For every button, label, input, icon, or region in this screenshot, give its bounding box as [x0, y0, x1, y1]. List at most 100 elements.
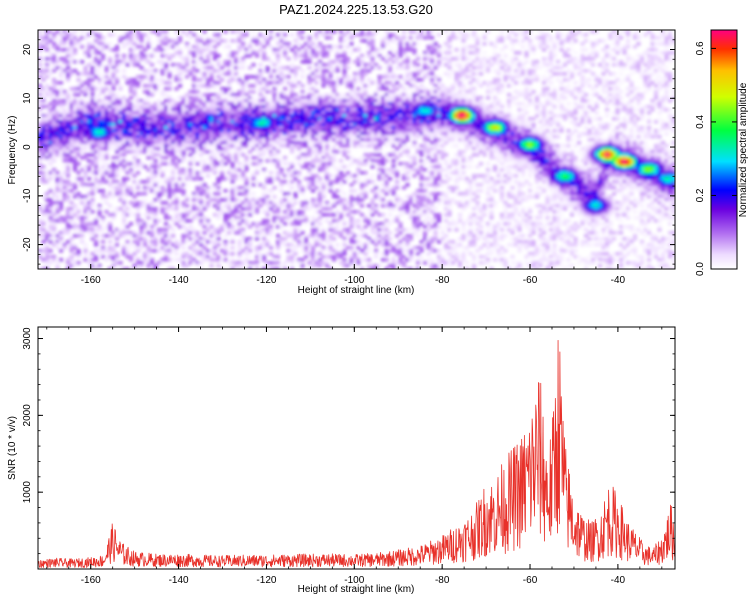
heatmap-cell	[150, 267, 155, 269]
heatmap-cell	[160, 117, 165, 121]
heatmap-cell	[188, 171, 193, 175]
heatmap-cell	[234, 105, 239, 109]
heatmap-cell	[367, 156, 372, 160]
heatmap-cell	[321, 207, 326, 211]
heatmap-cell	[251, 90, 256, 94]
heatmap-cell	[146, 141, 151, 145]
heatmap-cell	[258, 63, 263, 67]
heatmap-cell	[76, 117, 81, 121]
heatmap-cell	[262, 228, 267, 232]
heatmap-cell	[185, 219, 190, 223]
heatmap-cell	[384, 168, 389, 172]
heatmap-cell	[62, 57, 67, 61]
heatmap-cell	[188, 255, 193, 259]
heatmap-cell	[255, 42, 260, 46]
heatmap-cell	[335, 123, 340, 127]
heatmap-cell	[272, 204, 277, 208]
heatmap-cell	[178, 84, 183, 88]
heatmap-cell	[69, 51, 74, 55]
heatmap-cell	[143, 198, 148, 202]
heatmap-cell	[41, 39, 46, 43]
heatmap-cell	[251, 261, 256, 265]
heatmap-cell	[171, 147, 176, 151]
heatmap-cell	[38, 117, 43, 121]
heatmap-cell	[157, 192, 162, 196]
heatmap-cell	[293, 105, 298, 109]
heatmap-cell	[255, 267, 260, 269]
heatmap-cell	[325, 102, 330, 106]
heatmap-cell	[335, 222, 340, 226]
heatmap-cell	[76, 147, 81, 151]
heatmap-cell	[181, 150, 186, 154]
heatmap-cell	[269, 261, 274, 265]
heatmap-cell	[230, 75, 235, 79]
heatmap-cell	[171, 135, 176, 139]
heatmap-cell	[150, 210, 155, 214]
heatmap-cell	[129, 114, 134, 118]
heatmap-cell	[255, 102, 260, 106]
heatmap-cell	[402, 111, 407, 115]
heatmap-cell	[136, 150, 141, 154]
heatmap-cell	[314, 228, 319, 232]
heatmap-cell	[38, 84, 43, 88]
heatmap-cell	[118, 144, 123, 148]
heatmap-cell	[132, 63, 137, 67]
heatmap-cell	[69, 141, 74, 145]
heatmap-cell	[125, 123, 130, 127]
heatmap-cell	[192, 195, 197, 199]
heatmap-cell	[101, 45, 106, 49]
heatmap-cell	[398, 222, 403, 226]
heatmap-cell	[255, 51, 260, 55]
heatmap-cell	[206, 93, 211, 97]
heatmap-cell	[293, 144, 298, 148]
heatmap-cell	[97, 225, 102, 229]
heatmap-cell	[73, 90, 78, 94]
heatmap-cell	[52, 120, 57, 124]
heatmap-cell	[360, 30, 365, 34]
heatmap-cell	[69, 105, 74, 109]
heatmap-cell	[73, 222, 78, 226]
heatmap-cell	[370, 66, 375, 70]
heatmap-cell	[80, 126, 85, 130]
heatmap-cell	[311, 42, 316, 46]
heatmap-cell	[167, 234, 172, 238]
heatmap-cell	[195, 129, 200, 133]
heatmap-cell	[216, 180, 221, 184]
heatmap-cell	[223, 96, 228, 100]
heatmap-cell	[83, 135, 88, 139]
heatmap-cell	[94, 99, 99, 103]
heatmap-cell	[171, 111, 176, 115]
heatmap-cell	[311, 204, 316, 208]
heatmap-cell	[174, 45, 179, 49]
heatmap-cell	[97, 144, 102, 148]
heatmap-cell	[276, 117, 281, 121]
heatmap-cell	[41, 126, 46, 130]
heatmap-cell	[153, 90, 158, 94]
heatmap-cell	[381, 189, 386, 193]
heatmap-cell	[307, 267, 312, 269]
heatmap-cell	[286, 189, 291, 193]
heatmap-cell	[83, 222, 88, 226]
heatmap-cell	[220, 135, 225, 139]
heatmap-cell	[94, 249, 99, 253]
heatmap-cell	[146, 105, 151, 109]
heatmap-cell	[132, 180, 137, 184]
heatmap-cell	[391, 39, 396, 43]
heatmap-cell	[325, 96, 330, 100]
heatmap-cell	[286, 66, 291, 70]
heatmap-cell	[230, 132, 235, 136]
heatmap-cell	[171, 105, 176, 109]
heatmap-cell	[314, 51, 319, 55]
heatmap-cell	[122, 135, 127, 139]
heatmap-cell	[80, 90, 85, 94]
heatmap-cell	[48, 237, 53, 241]
heatmap-cell	[164, 126, 169, 130]
heatmap-cell	[174, 132, 179, 136]
heatmap-cell	[269, 72, 274, 76]
heatmap-cell	[297, 132, 302, 136]
heatmap-cell	[244, 48, 249, 52]
heatmap-cell	[286, 201, 291, 205]
heatmap-cell	[80, 150, 85, 154]
heatmap-cell	[80, 135, 85, 139]
heatmap-cell	[48, 180, 53, 184]
